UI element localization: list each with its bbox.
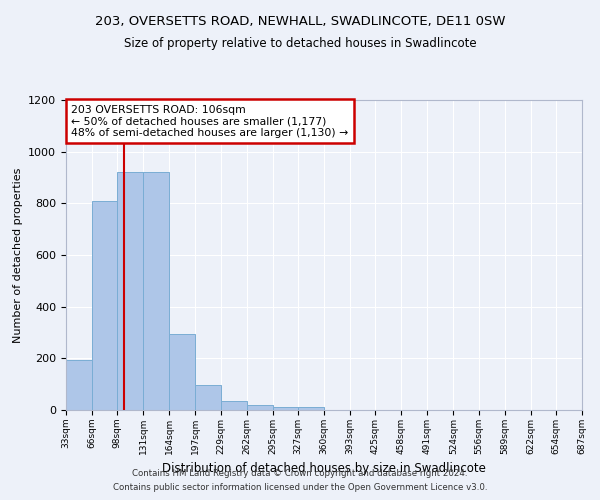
Bar — [298, 408, 324, 410]
Bar — [273, 407, 298, 410]
Text: 203, OVERSETTS ROAD, NEWHALL, SWADLINCOTE, DE11 0SW: 203, OVERSETTS ROAD, NEWHALL, SWADLINCOT… — [95, 15, 505, 28]
X-axis label: Distribution of detached houses by size in Swadlincote: Distribution of detached houses by size … — [162, 462, 486, 475]
Bar — [92, 200, 117, 410]
Bar — [66, 360, 92, 410]
Bar — [196, 386, 221, 410]
Bar — [143, 172, 169, 410]
Bar — [221, 401, 247, 410]
Text: Contains HM Land Registry data © Crown copyright and database right 2024.: Contains HM Land Registry data © Crown c… — [132, 468, 468, 477]
Bar — [169, 334, 196, 410]
Text: 203 OVERSETTS ROAD: 106sqm
← 50% of detached houses are smaller (1,177)
48% of s: 203 OVERSETTS ROAD: 106sqm ← 50% of deta… — [71, 104, 349, 138]
Bar — [247, 406, 273, 410]
Text: Size of property relative to detached houses in Swadlincote: Size of property relative to detached ho… — [124, 38, 476, 51]
Text: Contains public sector information licensed under the Open Government Licence v3: Contains public sector information licen… — [113, 484, 487, 492]
Y-axis label: Number of detached properties: Number of detached properties — [13, 168, 23, 342]
Bar — [117, 172, 143, 410]
